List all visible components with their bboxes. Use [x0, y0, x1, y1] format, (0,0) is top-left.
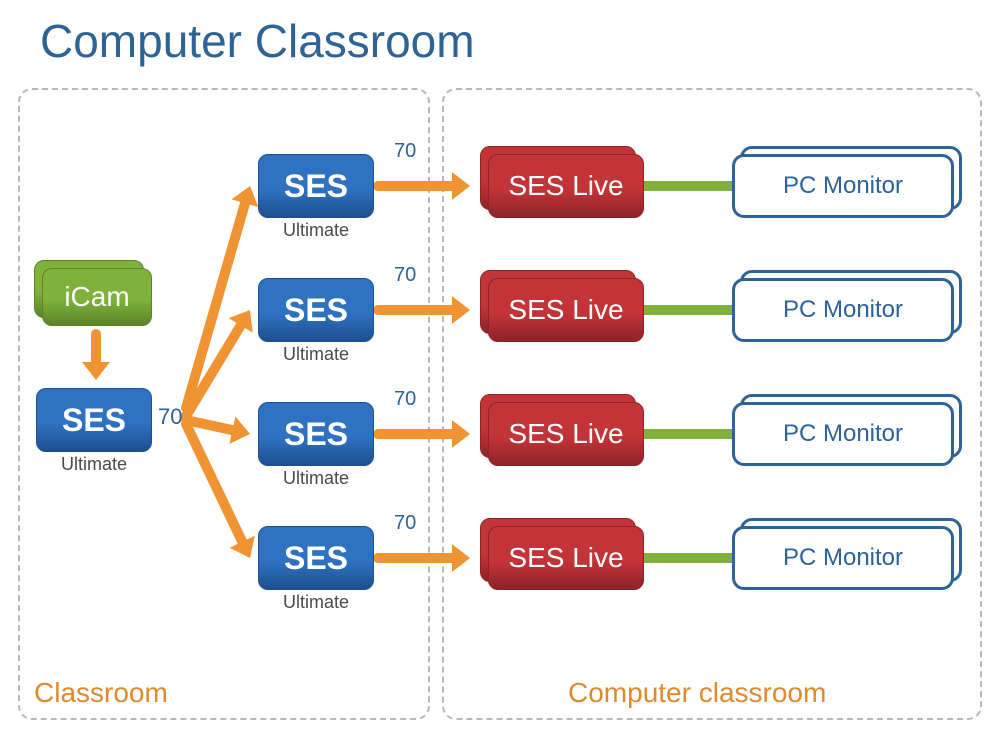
pc-monitor-node-2: PC Monitor — [732, 402, 954, 466]
edge-label-mid-70-0: 70 — [394, 140, 416, 163]
edge-label-mid-70-3: 70 — [394, 512, 416, 535]
ses-live-node-3: SES Live — [488, 526, 644, 590]
group-classroom-label: Classroom — [34, 677, 168, 709]
icam-node: iCam — [42, 268, 152, 326]
edge-label-mid-70-1: 70 — [394, 264, 416, 287]
pc-monitor-node-3: PC Monitor — [732, 526, 954, 590]
ses-mid-node-2: SES — [258, 402, 374, 466]
ses-mid-sublabel-0: Ultimate — [258, 220, 374, 241]
group-computer-classroom-label: Computer classroom — [568, 677, 826, 709]
ses-live-node-1: SES Live — [488, 278, 644, 342]
pc-monitor-node-1: PC Monitor — [732, 278, 954, 342]
ses-main-node: SES — [36, 388, 152, 452]
ses-mid-sublabel-3: Ultimate — [258, 592, 374, 613]
page-title: Computer Classroom — [40, 14, 475, 68]
ses-main-sublabel: Ultimate — [36, 454, 152, 475]
edge-label-mid-70-2: 70 — [394, 388, 416, 411]
ses-mid-sublabel-1: Ultimate — [258, 344, 374, 365]
ses-mid-node-3: SES — [258, 526, 374, 590]
ses-live-node-2: SES Live — [488, 402, 644, 466]
ses-mid-sublabel-2: Ultimate — [258, 468, 374, 489]
ses-mid-node-0: SES — [258, 154, 374, 218]
pc-monitor-node-0: PC Monitor — [732, 154, 954, 218]
ses-mid-node-1: SES — [258, 278, 374, 342]
edge-label-main-70: 70 — [158, 404, 182, 430]
ses-live-node-0: SES Live — [488, 154, 644, 218]
